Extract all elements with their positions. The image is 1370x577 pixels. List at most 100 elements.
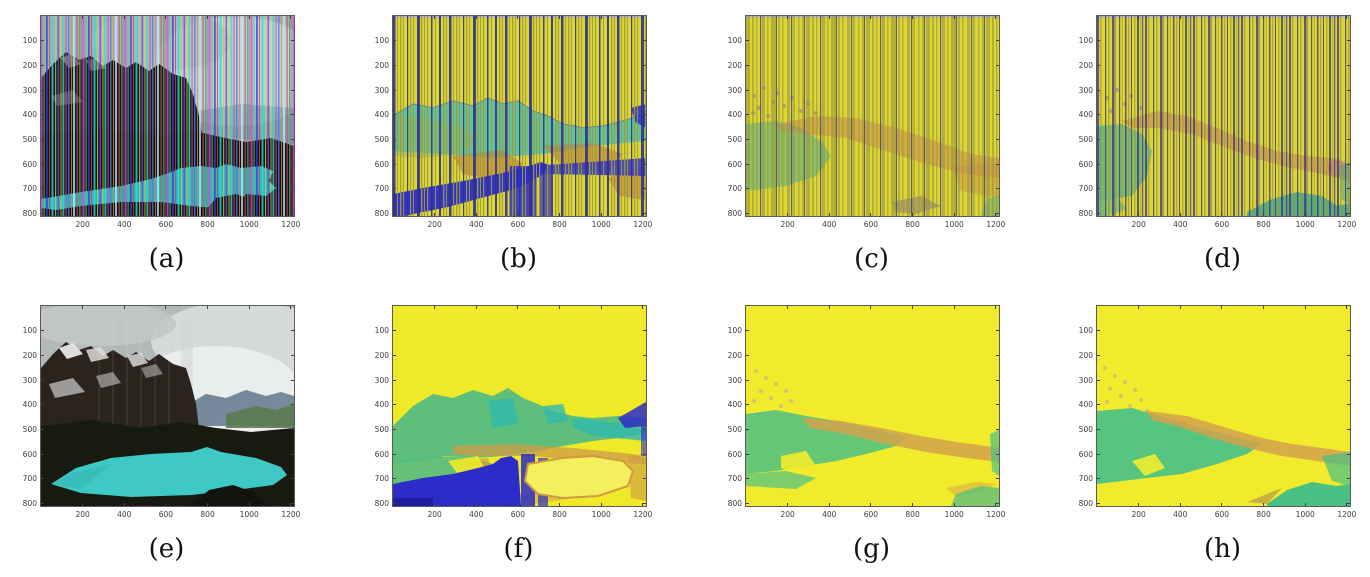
tick-mark <box>1221 213 1223 216</box>
x-tick-label: 600 <box>158 220 174 229</box>
tick-mark <box>1347 379 1350 381</box>
subfig-a-plot: 100 200 300 400 500 600 700 800 200 400 600 800 1000… <box>23 15 300 229</box>
green-patch-bottom-right <box>1267 482 1350 506</box>
y-tick-label: 500 <box>1078 134 1093 144</box>
tick-mark <box>1138 503 1140 506</box>
subfigure-f: 100 200 300 400 500 600 700 800 200 400 600 800 1000… <box>352 290 674 575</box>
x-tick-label: 600 <box>510 220 526 229</box>
subfig-b-plot: 100 200 300 400 500 600 700 800 200 400 600 800 1000… <box>375 15 652 229</box>
tick-mark <box>746 453 749 455</box>
tick-mark <box>434 503 436 506</box>
tick-mark <box>291 188 294 190</box>
tick-mark <box>393 213 396 215</box>
x-tick-label: 200 <box>427 220 442 229</box>
tick-mark <box>746 404 749 406</box>
subfig-caption: (a) <box>148 244 185 274</box>
tick-mark <box>643 478 646 480</box>
y-tick-label: 100 <box>727 326 742 336</box>
tick-mark <box>1221 16 1223 19</box>
y-tick-label: 600 <box>22 449 37 459</box>
tick-mark <box>517 213 519 216</box>
tick-mark <box>1097 40 1100 42</box>
x-tick-label: 800 <box>200 220 215 229</box>
subfig-e-plot: 100 200 300 400 500 600 700 800 200 400 600 800 1000… <box>23 305 300 519</box>
tick-mark <box>746 503 749 505</box>
tick-mark <box>1263 306 1265 309</box>
tick-mark <box>1097 114 1100 116</box>
tick-mark <box>1097 89 1100 91</box>
y-tick-label: 400 <box>727 110 742 120</box>
y-tick-label: 300 <box>727 375 742 385</box>
tick-mark <box>123 306 125 309</box>
orange-ridge <box>801 418 999 462</box>
tick-mark <box>1221 306 1223 309</box>
tick-mark <box>291 114 294 116</box>
tick-mark <box>1097 503 1100 505</box>
tick-mark <box>1347 188 1350 190</box>
tick-mark <box>1347 453 1350 455</box>
tick-mark <box>559 306 561 309</box>
y-tick-label: 600 <box>1078 159 1093 169</box>
tick-mark <box>1347 478 1350 480</box>
tick-mark <box>517 16 519 19</box>
tick-mark <box>600 306 602 309</box>
subfig-caption: (b) <box>500 244 537 274</box>
tick-mark <box>82 503 84 506</box>
tick-mark <box>870 213 872 216</box>
y-tick-label: 400 <box>1078 400 1093 410</box>
y-tick-label: 700 <box>22 474 37 484</box>
subfig-e-image <box>41 306 294 506</box>
x-tick-label: 200 <box>780 220 795 229</box>
y-tick-label: 400 <box>374 400 389 410</box>
subfigure-a: 100 200 300 400 500 600 700 800 200 400 600 800 1000… <box>0 0 322 285</box>
x-tick-label: 1000 <box>1295 220 1315 229</box>
y-tick-label: 700 <box>374 474 389 484</box>
mountain-silhouette <box>41 342 199 428</box>
y-tick-label: 200 <box>727 60 742 70</box>
y-tick-label: 200 <box>1078 60 1093 70</box>
tick-mark <box>393 40 396 42</box>
tick-mark <box>1263 213 1265 216</box>
y-tick-label: 800 <box>22 209 37 219</box>
x-tick-label: 800 <box>905 510 920 519</box>
y-tick-label: 800 <box>374 209 389 219</box>
tick-mark <box>1138 213 1140 216</box>
tick-mark <box>1221 503 1223 506</box>
tick-mark <box>82 16 84 19</box>
subfig-b-image <box>393 16 646 216</box>
tick-mark <box>41 138 44 140</box>
tick-mark <box>41 428 44 430</box>
y-tick-label: 500 <box>1078 424 1093 434</box>
tick-mark <box>1097 453 1100 455</box>
tick-mark <box>1347 354 1350 356</box>
tick-mark <box>1346 16 1348 19</box>
tick-mark <box>643 404 646 406</box>
subfigure-h: 100 200 300 400 500 600 700 800 200 400 600 800 1000… <box>1056 290 1370 575</box>
y-tick-label: 600 <box>374 159 389 169</box>
tick-mark <box>41 404 44 406</box>
tick-mark <box>828 16 830 19</box>
tick-mark <box>953 213 955 216</box>
tick-mark <box>995 16 997 19</box>
green-patch-bottom-right <box>951 486 999 506</box>
tick-mark <box>41 114 44 116</box>
tick-mark <box>291 330 294 332</box>
y-tick-label: 300 <box>22 375 37 385</box>
x-tick-label: 400 <box>822 220 837 229</box>
tick-mark <box>475 16 477 19</box>
x-tick-label: 800 <box>552 220 567 229</box>
orange-ridge <box>1147 411 1350 466</box>
tick-mark <box>1347 138 1350 140</box>
x-tick-label: 400 <box>822 510 837 519</box>
tick-mark <box>41 478 44 480</box>
subfig-caption: (h) <box>1203 534 1242 564</box>
x-tick-label: 600 <box>510 510 526 519</box>
tick-mark <box>165 306 167 309</box>
y-tick-label: 800 <box>727 499 742 509</box>
tick-mark <box>1138 16 1140 19</box>
y-tick-label: 300 <box>374 375 389 385</box>
subfigure-e: 100 200 300 400 500 600 700 800 200 400 600 800 1000… <box>0 290 322 575</box>
tick-mark <box>1179 213 1181 216</box>
y-tick-label: 100 <box>727 36 742 46</box>
